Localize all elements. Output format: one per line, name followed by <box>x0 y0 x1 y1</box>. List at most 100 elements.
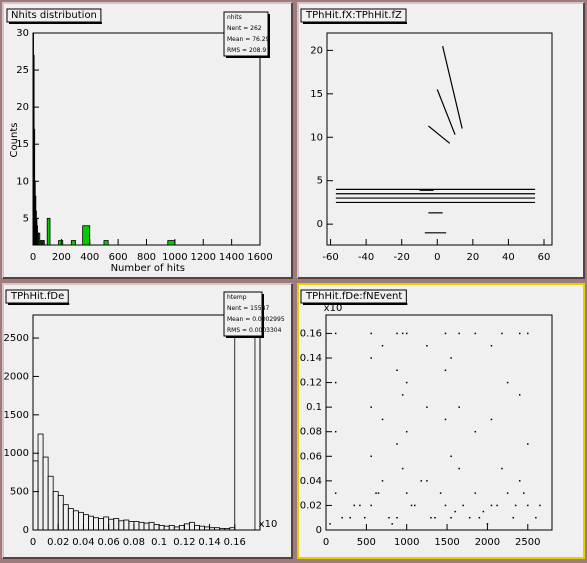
x-tick-label: 40 <box>502 252 515 263</box>
y-tick-label: 0.14 <box>300 353 322 364</box>
x-tick-label: 0.1 <box>151 537 167 548</box>
y-tick-label: 0.04 <box>300 476 322 487</box>
scatter-point <box>370 455 372 458</box>
plot-area <box>335 45 536 234</box>
scatter-point <box>450 357 452 359</box>
scatter-point <box>401 467 404 470</box>
scatter-point <box>462 504 464 507</box>
scatter-point <box>514 504 517 507</box>
scatter-point <box>334 492 337 494</box>
y-tick-label: 0 <box>23 525 29 536</box>
stats-line: Mean = 76.29 <box>227 36 270 43</box>
histogram-bar <box>42 240 45 245</box>
scatter-point <box>370 332 372 335</box>
x-tick-label: 0.14 <box>198 537 220 548</box>
histogram-bar <box>82 225 91 245</box>
scatter-point <box>527 332 529 335</box>
scatter-point <box>458 406 460 408</box>
x-tick-label: 0 <box>30 252 36 263</box>
plot-area <box>33 315 256 530</box>
pad-bevel-dark <box>3 3 293 279</box>
scatter-point <box>454 510 456 513</box>
x-tick-label: 2500 <box>515 537 540 548</box>
frame <box>325 314 553 531</box>
scatter-point <box>370 357 372 359</box>
scatter-point <box>396 516 398 519</box>
scatter-point <box>482 510 485 513</box>
x-tick-label: 0 <box>323 537 329 548</box>
scatter-point <box>450 516 452 519</box>
y-tick-label: 25 <box>16 65 29 76</box>
scatter-point <box>401 332 404 335</box>
x-tick-label: -60 <box>322 252 338 263</box>
scatter-point <box>334 381 337 384</box>
y-tick-label: 0.08 <box>300 427 322 438</box>
scatter-point <box>353 504 355 507</box>
scatter-point <box>444 332 447 335</box>
hit-track <box>436 89 456 135</box>
stats-line: RMS = 208.9 <box>227 47 266 54</box>
histogram-bar <box>70 240 76 245</box>
scatter-point <box>359 504 361 507</box>
scatter-point <box>506 381 509 384</box>
pad-title: TPhHit.fX:TPhHit.fZ <box>305 10 402 21</box>
x-tick-label: 0.04 <box>72 537 94 548</box>
scatter-point <box>434 516 436 519</box>
y-tick-label: 0.16 <box>300 328 322 339</box>
scatter-point <box>341 516 343 519</box>
scatter-point <box>410 504 413 507</box>
y-tick-label: 20 <box>310 45 323 56</box>
scatter-point <box>405 492 408 494</box>
scatter-point <box>334 332 337 335</box>
y-tick-label: 20 <box>16 102 29 113</box>
y-tick-label: 30 <box>16 28 29 39</box>
pad-bevel-light <box>2 283 292 558</box>
scatter-point <box>439 492 442 494</box>
y-axis-title: Counts <box>9 123 20 158</box>
stats-box <box>223 11 269 57</box>
x-tick-label: 1200 <box>191 252 216 263</box>
x-tick-label: 800 <box>137 252 156 263</box>
scatter-point <box>396 443 398 445</box>
scatter-point <box>535 516 537 519</box>
y-tick-label: 2000 <box>4 371 29 382</box>
stats-shadow <box>226 14 270 58</box>
frame <box>32 314 261 531</box>
x-tick-label: 1400 <box>219 252 244 263</box>
scatter-point <box>474 332 477 335</box>
pad-title: Nhits distribution <box>11 10 97 21</box>
pad-bevel-light <box>2 2 292 278</box>
scatter-point <box>430 516 432 519</box>
histogram-bar <box>167 240 176 245</box>
scatter-point <box>501 467 503 470</box>
x-tick-label: 1000 <box>394 537 419 548</box>
x-tick-label: 500 <box>357 537 376 548</box>
plot-area <box>33 33 176 245</box>
y-tick-label: 0.1 <box>306 402 322 413</box>
pad-selected-border <box>297 283 585 559</box>
x-tick-label: -20 <box>394 252 410 263</box>
x-tick-label: 1000 <box>162 252 187 263</box>
stats-shadow <box>226 294 264 338</box>
y-exponent: x10 <box>324 303 343 314</box>
y-tick-label: 0 <box>316 525 322 536</box>
x-tick-label: 600 <box>109 252 128 263</box>
plot-area <box>329 332 541 525</box>
scatter-point <box>539 504 541 507</box>
scatter-point <box>458 467 460 470</box>
scatter-point <box>349 516 351 519</box>
histogram-bar <box>38 232 41 245</box>
scatter-point <box>444 369 447 372</box>
scatter-point <box>512 516 515 519</box>
scatter-point <box>420 480 422 482</box>
y-tick-label: 15 <box>310 89 323 100</box>
y-tick-label: 10 <box>16 176 29 187</box>
histogram-bar <box>103 240 109 245</box>
x-tick-label: 0 <box>434 252 440 263</box>
x-tick-label: 400 <box>80 252 99 263</box>
scatter-point <box>426 406 428 408</box>
x-tick-label: 0.12 <box>173 537 195 548</box>
scatter-point <box>518 480 521 482</box>
stats-box <box>223 291 263 337</box>
